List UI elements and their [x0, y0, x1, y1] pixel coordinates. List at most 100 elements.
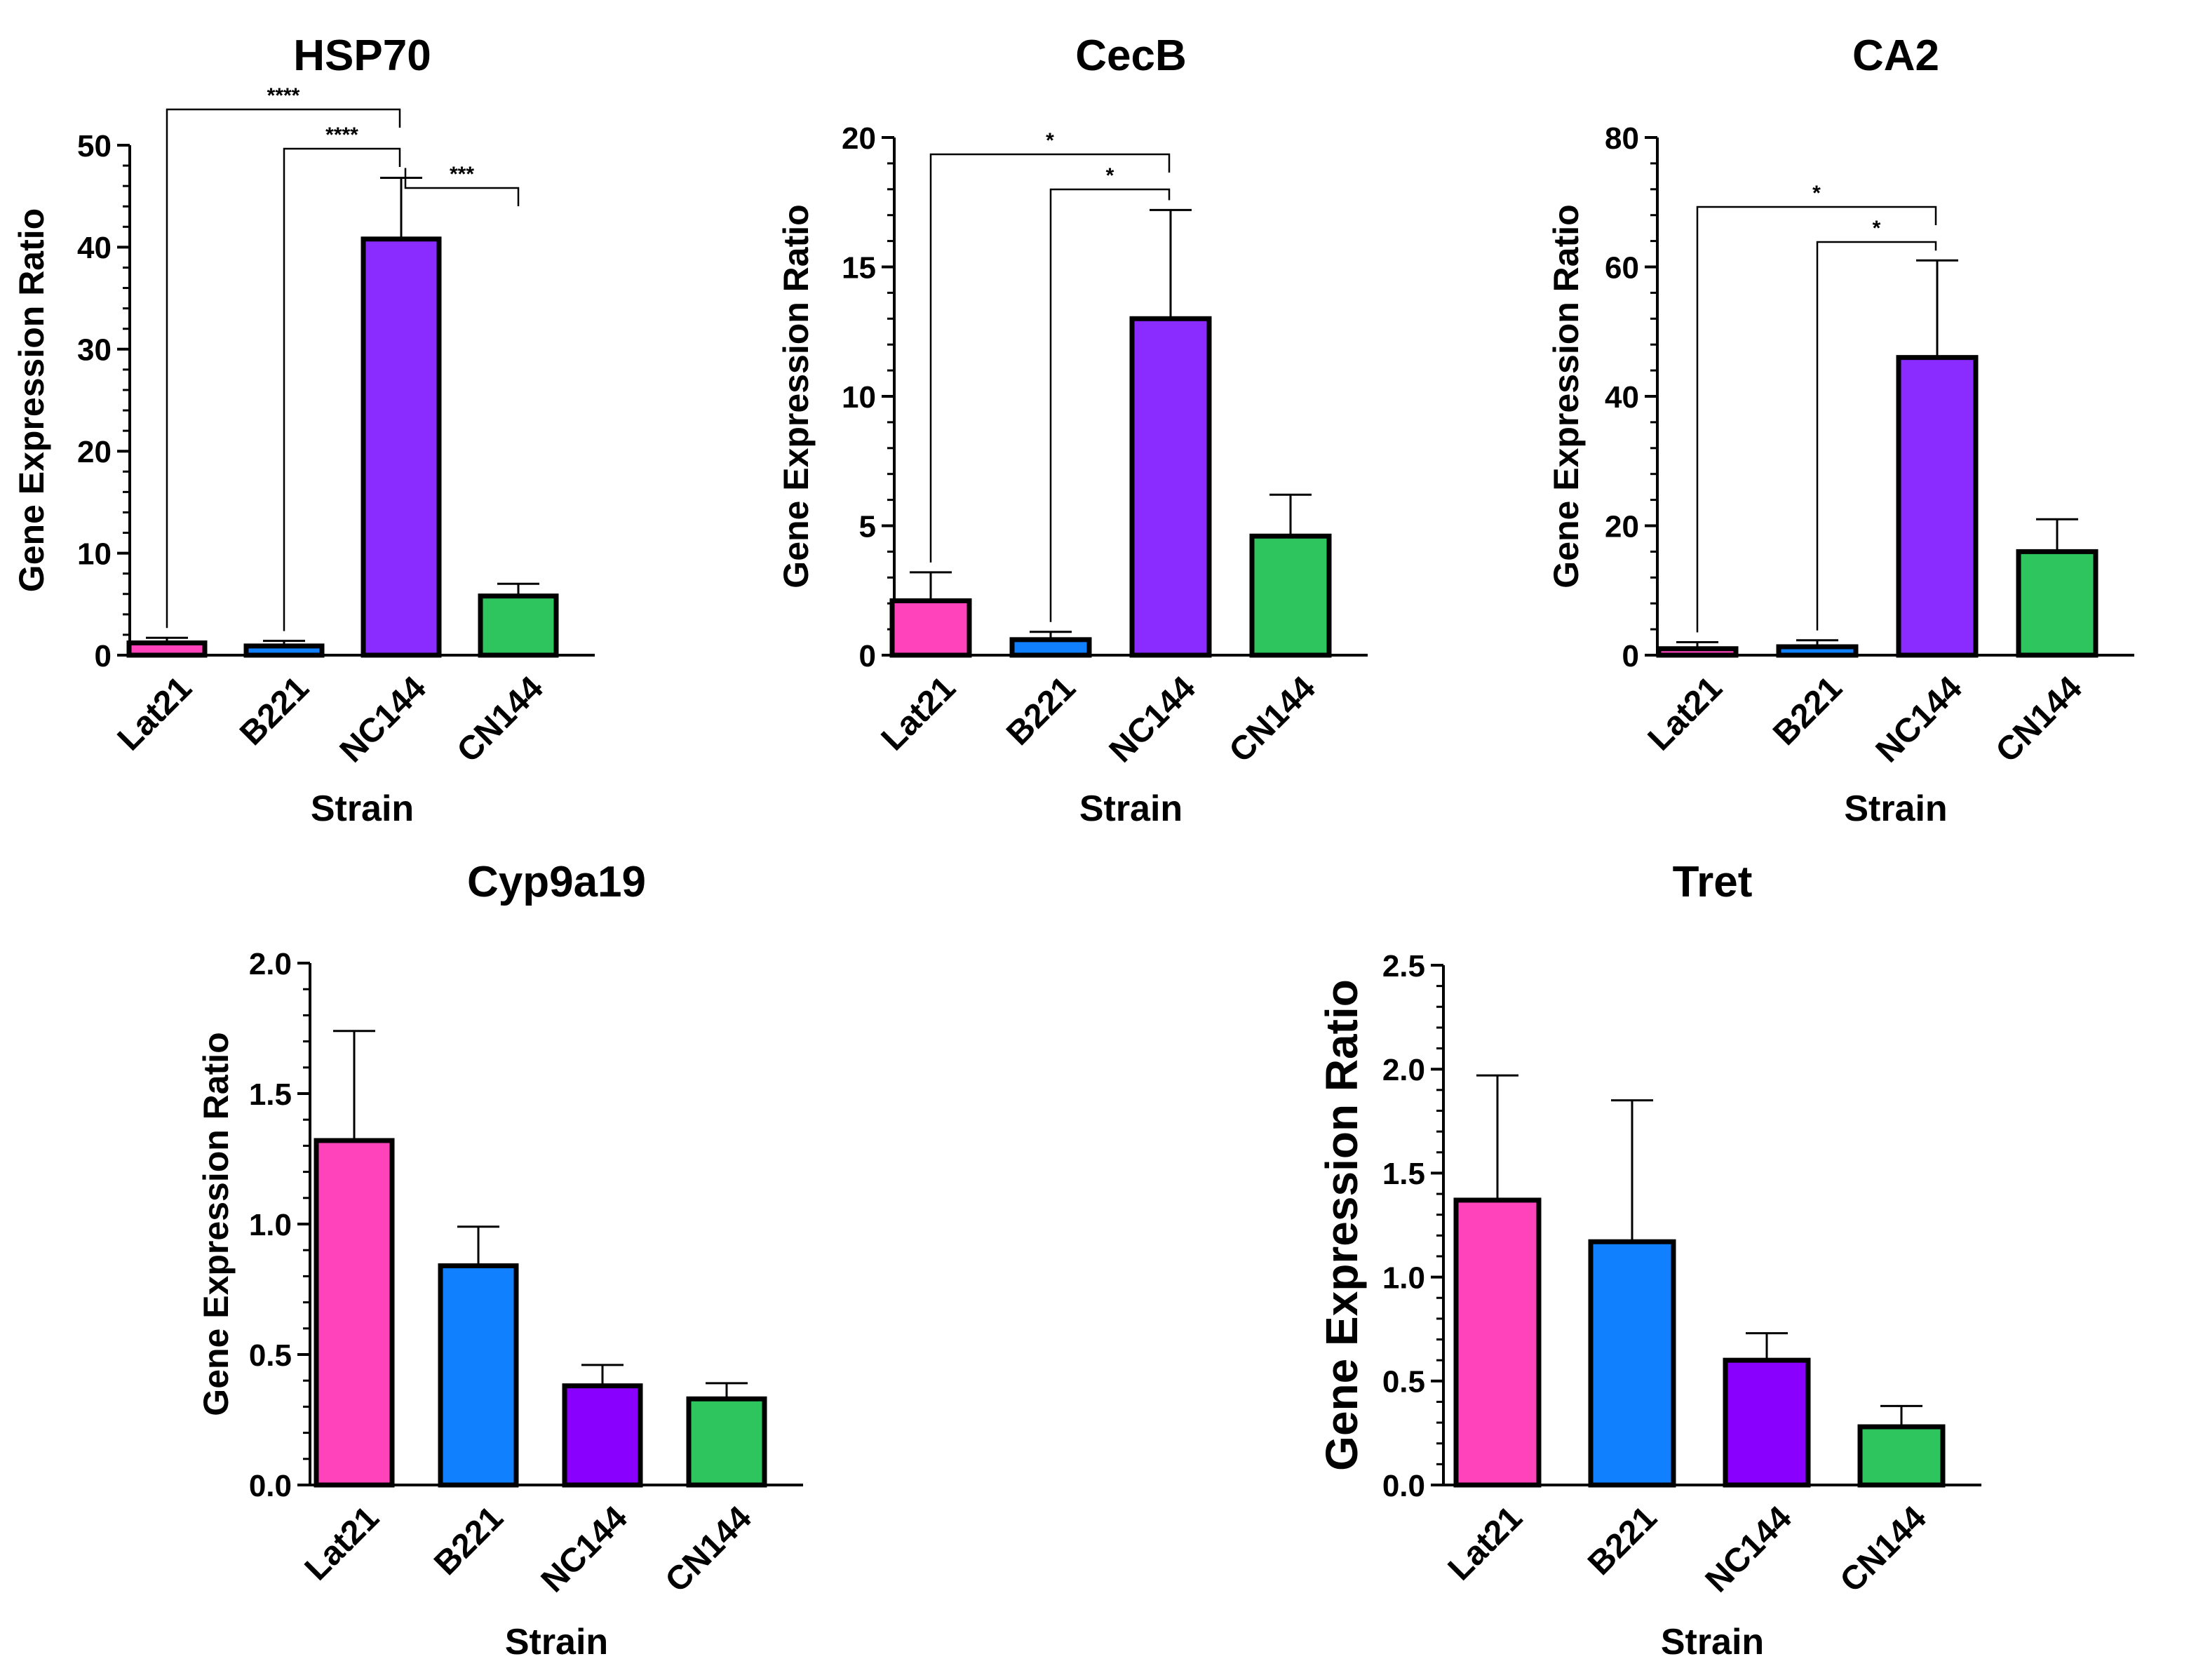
ca2-y-tick-label: 60	[1605, 250, 1639, 285]
cyp9a19-y-tick-label: 0.0	[249, 1469, 292, 1503]
tret-y-axis-label: Gene Expression Ratio	[1316, 979, 1367, 1471]
tret-bar-nc144	[1723, 1357, 1811, 1488]
cecb-y-tick-label: 10	[842, 380, 876, 415]
cecb-significance-label: *	[1106, 164, 1114, 187]
cecb-significance-bracket	[1049, 188, 1171, 622]
hsp70-y-tick-label: 40	[77, 231, 112, 265]
tret-x-tick-label: Lat21	[1441, 1499, 1530, 1587]
tret-y-tick-label: 1.0	[1382, 1261, 1425, 1295]
hsp70-bar-nc144	[361, 236, 442, 658]
cyp9a19-bar-lat21	[314, 1138, 395, 1488]
cecb-title: CecB	[1075, 32, 1187, 80]
hsp70-y-tick-label: 0	[95, 639, 112, 673]
cecb-x-tick-label: B221	[999, 669, 1083, 753]
hsp70-y-tick-label: 10	[77, 537, 112, 571]
hsp70-x-tick-label: CN144	[450, 669, 551, 770]
cecb-bar-nc144	[1129, 316, 1212, 658]
ca2-bar-b221	[1776, 644, 1859, 658]
cecb-significance-label: *	[1046, 129, 1054, 152]
cecb-x-tick-label: Lat21	[875, 669, 963, 758]
ca2-panel: CA2 0 20 40 60 80 Gene Expression Ratio Lat21 B2…	[1547, 32, 2134, 829]
ca2-significance-bracket	[1816, 241, 1937, 631]
cyp9a19-bar-nc144	[562, 1383, 643, 1488]
cecb-x-tick-label: CN144	[1222, 669, 1323, 770]
tret-y-tick-label: 2.0	[1382, 1053, 1425, 1087]
ca2-significance-label: *	[1812, 182, 1821, 205]
hsp70-y-axis-label: Gene Expression Ratio	[12, 208, 51, 592]
ca2-y-axis-label: Gene Expression Ratio	[1547, 204, 1586, 588]
cyp9a19-bar-b221	[438, 1263, 519, 1488]
ca2-y-tick-label: 80	[1605, 121, 1639, 156]
cecb-y-tick-label: 5	[859, 509, 876, 544]
ca2-x-tick-label: B221	[1766, 669, 1850, 753]
cyp9a19-y-tick-label: 1.0	[249, 1208, 292, 1242]
tret-bar-b221	[1588, 1239, 1676, 1488]
hsp70-x-tick-label: B221	[233, 669, 316, 753]
ca2-bar-lat21	[1656, 646, 1739, 658]
cecb-y-tick-label: 20	[842, 121, 876, 156]
hsp70-significance-bracket	[404, 168, 520, 206]
tret-x-tick-label: B221	[1581, 1499, 1664, 1582]
hsp70-bar-lat21	[126, 640, 208, 658]
ca2-x-tick-label: CN144	[1989, 669, 2089, 770]
cyp9a19-x-axis-label: Strain	[505, 1622, 608, 1662]
ca2-x-tick-label: NC144	[1869, 669, 1969, 770]
ca2-significance-label: *	[1873, 217, 1881, 240]
cecb-panel: CecB 0 5 10 15 20 Gene Expression Ratio Lat21 B2…	[776, 32, 1368, 829]
cyp9a19-y-tick-label: 0.5	[249, 1338, 292, 1373]
hsp70-significance-label: ****	[325, 123, 358, 147]
tret-bar-cn144	[1857, 1424, 1946, 1488]
tret-x-tick-label: NC144	[1699, 1499, 1799, 1599]
hsp70-y-tick-label: 30	[77, 333, 112, 368]
tret-y-tick-label: 0.5	[1382, 1365, 1425, 1399]
cecb-bar-lat21	[889, 598, 972, 658]
cyp9a19-x-tick-label: NC144	[534, 1499, 635, 1599]
hsp70-x-tick-label: NC144	[333, 669, 433, 770]
hsp70-y-tick-label: 50	[77, 129, 112, 163]
cecb-y-axis-label: Gene Expression Ratio	[776, 204, 816, 588]
ca2-bar-cn144	[2016, 549, 2099, 658]
hsp70-significance-label: ****	[267, 84, 300, 107]
hsp70-y-tick-label: 20	[77, 435, 112, 469]
cyp9a19-y-tick-label: 2.0	[249, 947, 292, 981]
ca2-title: CA2	[1852, 32, 1939, 80]
tret-x-axis-label: Strain	[1661, 1622, 1764, 1662]
tret-y-tick-label: 1.5	[1382, 1157, 1425, 1191]
tret-y-tick-label: 2.5	[1382, 949, 1425, 983]
tret-y-tick-label: 0.0	[1382, 1469, 1425, 1503]
tret-panel: Tret 0.0 0.5 1.0 1.5 2.0 2.5 Gene Expression Ra…	[1316, 858, 1981, 1662]
hsp70-x-axis-label: Strain	[311, 788, 414, 829]
tret-title: Tret	[1673, 858, 1753, 906]
cyp9a19-y-axis-label: Gene Expression Ratio	[196, 1032, 236, 1416]
ca2-x-axis-label: Strain	[1844, 788, 1947, 829]
hsp70-bar-cn144	[478, 593, 559, 658]
cecb-bar-cn144	[1249, 533, 1332, 658]
cyp9a19-title: Cyp9a19	[467, 858, 646, 906]
ca2-bar-nc144	[1896, 355, 1979, 658]
cecb-y-tick-label: 0	[859, 639, 876, 673]
cecb-significance-bracket	[929, 153, 1171, 563]
cyp9a19-x-tick-label: Lat21	[298, 1499, 386, 1587]
tret-bar-lat21	[1453, 1197, 1542, 1488]
ca2-significance-bracket	[1696, 206, 1937, 633]
cecb-bar-b221	[1009, 637, 1092, 658]
hsp70-panel: HSP70 0 10 20 30 40 50 Gene Expression Ratio Lat…	[12, 32, 595, 829]
cecb-x-tick-label: NC144	[1103, 669, 1203, 770]
hsp70-title: HSP70	[293, 32, 431, 80]
cyp9a19-x-tick-label: B221	[427, 1499, 511, 1582]
cecb-y-tick-label: 15	[842, 250, 876, 285]
hsp70-significance-bracket	[283, 147, 401, 631]
cyp9a19-x-tick-label: CN144	[659, 1499, 759, 1599]
ca2-y-tick-label: 0	[1622, 639, 1639, 673]
ca2-y-tick-label: 40	[1605, 380, 1639, 415]
cecb-x-axis-label: Strain	[1079, 788, 1183, 829]
hsp70-x-tick-label: Lat21	[111, 669, 199, 758]
cyp9a19-panel: Cyp9a19 0.0 0.5 1.0 1.5 2.0 Gene Expression Ra…	[196, 858, 803, 1662]
hsp70-significance-bracket	[166, 108, 401, 629]
hsp70-significance-label: ***	[450, 163, 474, 186]
cyp9a19-bar-cn144	[686, 1396, 767, 1488]
tret-x-tick-label: CN144	[1833, 1499, 1934, 1599]
ca2-x-tick-label: Lat21	[1641, 669, 1730, 758]
ca2-y-tick-label: 20	[1605, 509, 1639, 544]
